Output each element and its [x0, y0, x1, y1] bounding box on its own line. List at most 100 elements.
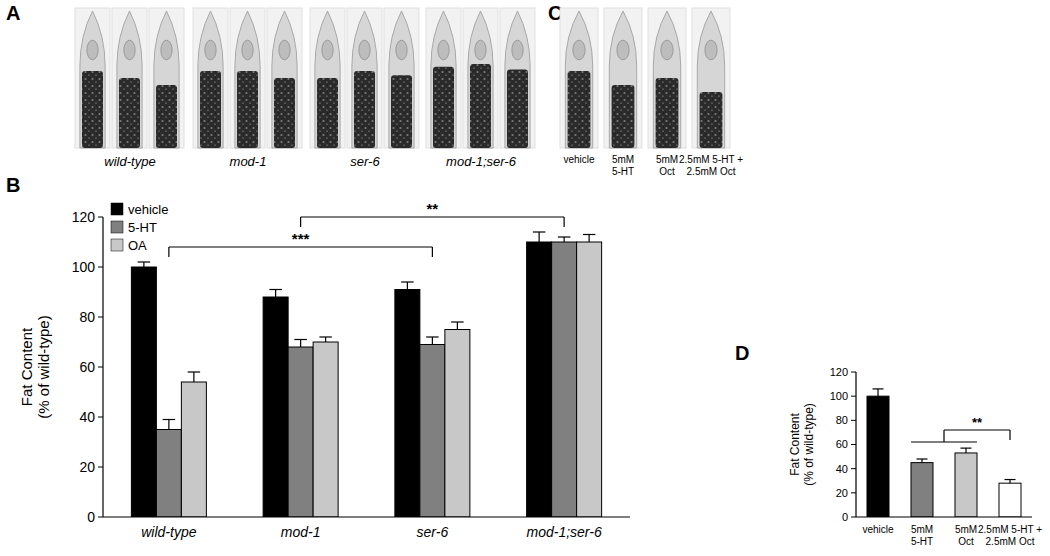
y-tick-label: 60	[836, 438, 848, 450]
fat-stain	[237, 71, 258, 148]
y-tick	[851, 517, 856, 518]
bracket-line	[943, 430, 944, 442]
error-line	[457, 322, 458, 330]
text-line: ser-6	[417, 524, 449, 540]
image-frame	[384, 8, 419, 148]
text-line: 2.5mM 5-HT +	[978, 524, 1042, 535]
bracket-line	[1009, 430, 1010, 440]
pharynx	[617, 40, 629, 60]
x-tick-label: vehicle	[862, 524, 894, 535]
error-cap	[533, 231, 546, 232]
y-tick	[98, 217, 103, 218]
text-line: ser-6	[350, 154, 380, 169]
fat-stain	[156, 85, 177, 148]
y-tick-label: 80	[836, 414, 848, 426]
text-line: 2.5mM Oct	[687, 166, 736, 177]
error-line	[300, 340, 301, 348]
error-line	[539, 232, 540, 242]
micrograph	[500, 8, 535, 148]
error-bar	[961, 448, 972, 453]
error-bar	[917, 459, 928, 463]
y-tick-label: 100	[72, 259, 96, 275]
significance-bracket: **	[911, 415, 1010, 442]
worm-body	[653, 11, 680, 148]
bar	[156, 430, 181, 518]
y-tick-label: 120	[830, 366, 848, 378]
text-line: 5mM	[656, 154, 678, 165]
y-tick	[851, 396, 856, 397]
legend-swatch	[111, 203, 123, 215]
y-tick	[851, 468, 856, 469]
bar	[867, 396, 889, 517]
bracket-line	[168, 247, 169, 257]
bar	[999, 483, 1021, 517]
text-line: Fat Content	[788, 412, 802, 475]
y-tick-label: 40	[836, 463, 848, 475]
fat-stain	[612, 85, 635, 148]
y-tick-label: 40	[79, 409, 95, 425]
worm-body	[389, 11, 414, 148]
pharynx	[705, 40, 717, 60]
image-label: mod-1;ser-6	[446, 154, 517, 169]
image-label: 2.5mM 5-HT +2.5mM Oct	[679, 154, 743, 177]
error-bar	[269, 290, 282, 298]
image-frame	[560, 8, 598, 148]
worm-body	[609, 11, 636, 148]
image-frame	[500, 8, 535, 148]
image-frame	[463, 8, 498, 148]
text-line: mod-1;ser-6	[446, 154, 517, 169]
legend-swatch	[111, 239, 123, 251]
text-line: 5mM	[911, 524, 933, 535]
bar	[288, 347, 313, 517]
pharynx	[205, 40, 216, 60]
worm-body	[431, 11, 456, 148]
y-tick	[98, 267, 103, 268]
error-line	[407, 282, 408, 290]
significance-label: **	[427, 200, 439, 217]
text-line: wild-type	[141, 524, 196, 540]
micrograph	[384, 8, 419, 148]
x-axis	[103, 516, 630, 517]
fat-stain	[354, 71, 375, 148]
y-tick	[98, 317, 103, 318]
bar	[445, 330, 470, 518]
x-tick-label: wild-type	[141, 524, 196, 540]
background	[0, 0, 1050, 556]
micrograph	[426, 8, 461, 148]
pharynx	[124, 40, 135, 60]
worm-body	[272, 11, 297, 148]
x-tick-label: mod-1;ser-6	[527, 524, 602, 540]
pharynx	[279, 40, 290, 60]
significance-bracket: ***	[169, 230, 433, 257]
legend-label: vehicle	[128, 202, 168, 217]
micrograph	[560, 8, 598, 148]
bar	[395, 290, 420, 518]
pharynx	[661, 40, 673, 60]
error-cap	[294, 339, 307, 340]
image-frame	[310, 8, 345, 148]
worm-body	[697, 11, 724, 148]
text-line: 5mM	[955, 524, 977, 535]
error-line	[193, 372, 194, 382]
micrograph	[112, 8, 147, 148]
pharynx	[475, 40, 486, 60]
y-axis-label: Fat Content(% of wild-type)	[788, 403, 816, 486]
fat-stain	[82, 71, 103, 148]
x-tick-label: ser-6	[417, 524, 449, 540]
bar	[420, 345, 445, 518]
y-tick-label: 100	[830, 390, 848, 402]
micrograph	[310, 8, 345, 148]
error-line	[168, 420, 169, 430]
pharynx	[396, 40, 407, 60]
micrograph	[149, 8, 184, 148]
error-cap	[426, 336, 439, 337]
bar	[131, 267, 156, 517]
image-frame	[692, 8, 730, 148]
text-line: wild-type	[104, 154, 155, 169]
fat-stain	[391, 75, 412, 148]
error-cap	[558, 236, 571, 237]
image-frame	[149, 8, 184, 148]
error-line	[143, 262, 144, 267]
text-line: mod-1	[281, 524, 321, 540]
pharynx	[242, 40, 253, 60]
